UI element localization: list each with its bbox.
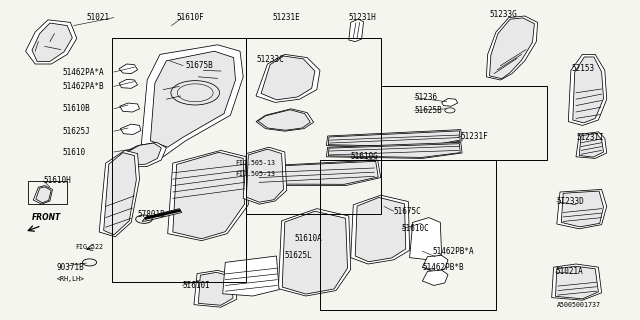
Text: 51610A: 51610A [294,234,322,243]
Text: 51610: 51610 [62,148,85,156]
Text: 51610B: 51610B [62,104,90,113]
Polygon shape [258,110,310,130]
Polygon shape [120,124,141,134]
Polygon shape [422,255,448,272]
Polygon shape [255,161,378,184]
Text: FIG.505-13: FIG.505-13 [236,160,275,166]
Text: 51625L: 51625L [285,252,312,260]
Text: 51231F: 51231F [461,132,488,140]
Text: 51625J: 51625J [62,127,90,136]
Polygon shape [99,150,140,237]
Text: 51610F: 51610F [176,13,204,22]
Polygon shape [119,79,138,88]
Text: 51021: 51021 [86,13,109,22]
Polygon shape [33,186,52,204]
Text: FIG.522: FIG.522 [76,244,104,250]
Text: 51462PA*B: 51462PA*B [62,82,104,91]
Polygon shape [579,133,604,157]
Text: <RH,LH>: <RH,LH> [56,276,84,282]
Polygon shape [552,264,602,300]
Text: 51675C: 51675C [394,207,421,216]
Text: 52153: 52153 [572,64,595,73]
Polygon shape [328,131,460,147]
Polygon shape [561,191,604,227]
Text: 51462PB*B: 51462PB*B [422,263,464,272]
Text: 51610H: 51610H [44,176,71,185]
Polygon shape [26,20,77,64]
Text: 51462PA*A: 51462PA*A [62,68,104,76]
Polygon shape [256,109,314,131]
Text: 51610G: 51610G [351,152,378,161]
Polygon shape [422,270,448,285]
Text: 57801B: 57801B [138,210,165,219]
Polygon shape [150,51,236,147]
Text: 51021A: 51021A [556,268,583,276]
Text: FRONT: FRONT [32,213,61,222]
Text: 51233C: 51233C [256,55,284,64]
Text: 5I610I: 5I610I [182,281,210,290]
Polygon shape [557,189,607,229]
Polygon shape [576,132,607,158]
Polygon shape [194,270,237,307]
Polygon shape [142,209,182,221]
Text: 5I233D: 5I233D [557,197,584,206]
Polygon shape [168,150,248,241]
Polygon shape [243,147,287,204]
Text: 51675B: 51675B [186,61,213,70]
Text: 5123II: 5123II [576,133,604,142]
Text: 90371B: 90371B [56,263,84,272]
Polygon shape [120,103,140,112]
Polygon shape [351,195,410,264]
Bar [28,181,67,204]
Text: 51610C: 51610C [402,224,429,233]
Polygon shape [326,142,462,158]
Text: 51462PB*A: 51462PB*A [432,247,474,256]
Polygon shape [328,144,460,157]
Polygon shape [326,130,462,148]
Bar [381,86,547,160]
Polygon shape [173,152,244,239]
Polygon shape [104,153,136,235]
Polygon shape [223,256,279,296]
Polygon shape [119,64,138,74]
Polygon shape [568,54,607,125]
Text: FIG.505-13: FIG.505-13 [236,172,275,177]
Bar [112,38,246,282]
Polygon shape [122,142,166,167]
Text: 51231H: 51231H [349,13,376,22]
Polygon shape [278,209,351,296]
Polygon shape [32,23,72,61]
Text: 51231E: 51231E [272,13,300,22]
Polygon shape [349,19,364,42]
Text: 51233G: 51233G [490,10,517,19]
Polygon shape [486,16,538,80]
Polygon shape [556,266,598,299]
Polygon shape [442,99,458,106]
Polygon shape [36,187,51,203]
Polygon shape [261,56,315,100]
Polygon shape [282,211,348,294]
Polygon shape [573,57,604,123]
Polygon shape [141,45,243,157]
Text: 51625B: 51625B [415,106,442,115]
Polygon shape [355,197,406,262]
Text: A5005001737: A5005001737 [557,302,601,308]
Polygon shape [256,54,320,102]
Bar [246,38,381,214]
Polygon shape [198,272,233,305]
Bar [320,160,496,310]
Polygon shape [253,160,381,186]
Polygon shape [410,218,442,260]
Polygon shape [490,18,534,79]
Polygon shape [127,143,161,165]
Polygon shape [246,149,284,202]
Text: 51236: 51236 [415,93,438,102]
